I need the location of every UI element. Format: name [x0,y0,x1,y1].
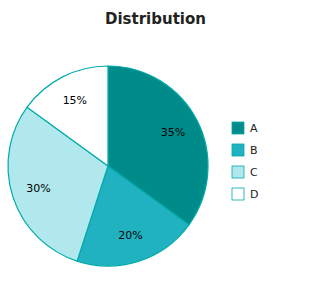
chart-svg: Distribution 35% 20% 30% 15% ABCD [0,0,311,302]
chart-container: Distribution 35% 20% 30% 15% ABCD [0,0,311,302]
legend-label: D [250,188,258,201]
legend: ABCD [232,122,258,201]
data-labels: 35% 20% 30% 15% [26,94,185,241]
legend-swatch [232,144,244,156]
legend-swatch [232,122,244,134]
title: Distribution [105,10,206,28]
data-label: 30% [26,182,50,195]
data-label: 35% [161,126,185,139]
data-label: 15% [63,94,87,107]
legend-swatch [232,166,244,178]
legend-label: B [250,144,258,157]
legend-label: C [250,166,258,179]
pie [8,66,208,266]
pie-slice [27,66,108,166]
legend-label: A [250,122,258,135]
legend-swatch [232,188,244,200]
data-label: 20% [118,229,142,242]
